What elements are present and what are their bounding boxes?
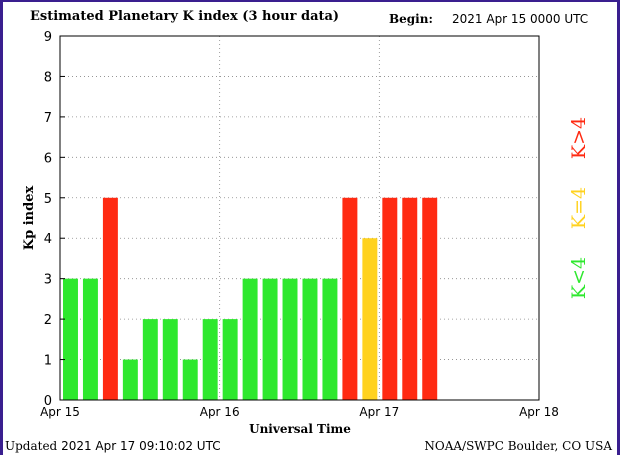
kp-bar xyxy=(342,197,358,400)
grid-lines xyxy=(60,36,539,400)
y-tick-label: 4 xyxy=(44,232,52,247)
credit-text: NOAA/SWPC Boulder, CO USA xyxy=(424,439,612,453)
kp-bar xyxy=(242,278,258,400)
x-tick-labels: Apr 15 Apr 16 Apr 17 Apr 18 xyxy=(40,405,559,419)
kp-bar xyxy=(362,238,378,400)
updated-label: Updated xyxy=(5,439,58,453)
y-tick-label: 5 xyxy=(44,192,52,207)
kp-bar xyxy=(222,319,238,400)
legend-label: K>4 xyxy=(568,117,590,159)
kp-bar xyxy=(142,319,158,400)
y-tick-labels: 0 1 2 3 4 5 6 7 8 9 xyxy=(44,30,65,409)
kp-bar xyxy=(322,278,338,400)
kp-bar xyxy=(82,278,98,400)
kp-bar xyxy=(282,278,298,400)
x-tick-label: Apr 18 xyxy=(519,405,559,419)
x-tick-label: Apr 17 xyxy=(359,405,399,419)
x-tick-label: Apr 15 xyxy=(40,405,80,419)
kp-bar xyxy=(162,319,178,400)
kp-bar xyxy=(202,319,218,400)
kp-bar xyxy=(122,359,138,400)
y-axis-label: Kp index xyxy=(22,186,37,251)
y-tick-label: 6 xyxy=(44,151,52,166)
y-tick-label: 3 xyxy=(44,273,52,288)
y-tick-label: 0 xyxy=(44,394,52,409)
y-tick-label: 2 xyxy=(44,313,52,328)
legend-label: K=4 xyxy=(568,187,590,229)
kp-bar xyxy=(182,359,198,400)
plot-border xyxy=(59,35,540,401)
kp-bar xyxy=(402,197,418,400)
bars xyxy=(63,197,438,400)
y-tick-label: 9 xyxy=(44,30,52,45)
y-tick-label: 8 xyxy=(44,70,52,85)
legend-label: K<4 xyxy=(568,257,590,299)
y-tick-label: 1 xyxy=(44,354,52,369)
legend: K<4 K=4 K>4 xyxy=(568,117,590,299)
x-axis-label: Universal Time xyxy=(249,422,351,436)
kp-bar xyxy=(302,278,318,400)
updated-value: 2021 Apr 17 09:10:02 UTC xyxy=(61,439,221,453)
kp-bar xyxy=(382,197,398,400)
updated-line: Updated 2021 Apr 17 09:10:02 UTC xyxy=(5,439,221,453)
x-tick-label: Apr 16 xyxy=(200,405,240,419)
kp-bar xyxy=(102,197,118,400)
kp-bar xyxy=(422,197,438,400)
kp-bar xyxy=(63,278,78,400)
chart-title: Estimated Planetary K index (3 hour data… xyxy=(30,9,340,24)
y-tick-label: 7 xyxy=(44,111,52,126)
kp-bar xyxy=(262,278,278,400)
begin-value: 2021 Apr 15 0000 UTC xyxy=(452,12,589,26)
begin-label: Begin: xyxy=(389,12,433,26)
